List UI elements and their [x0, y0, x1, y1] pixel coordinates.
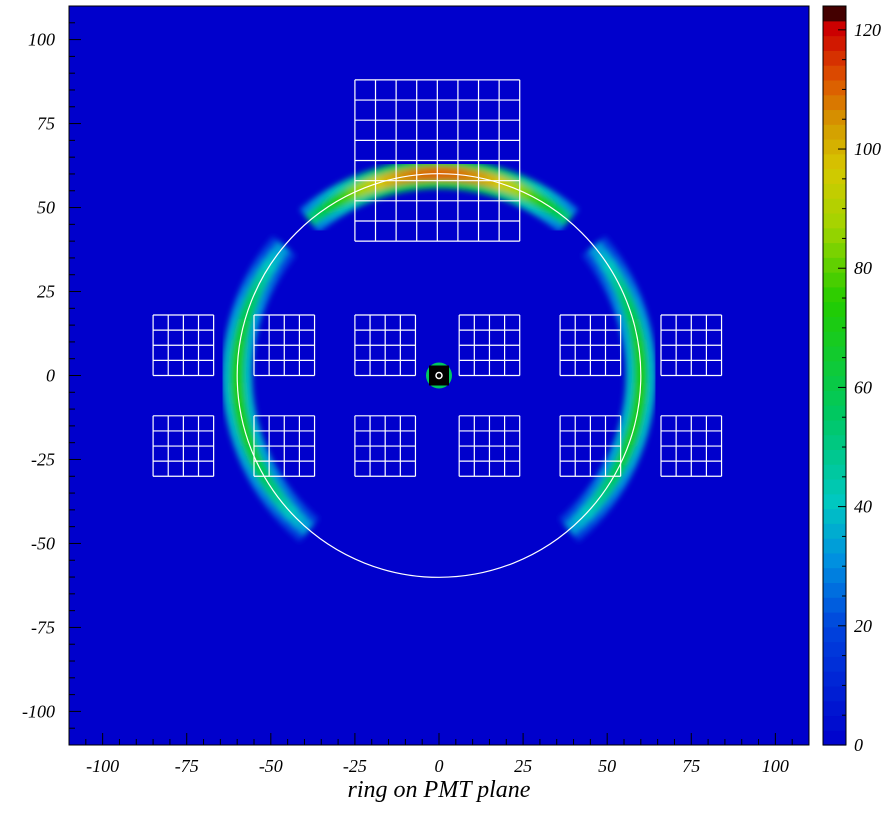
- pmt-grid-3: [354, 314, 417, 377]
- x-tick-label: 50: [598, 756, 616, 776]
- colorbar-bin: [823, 212, 846, 229]
- colorbar-bin: [823, 626, 846, 643]
- colorbar-bin: [823, 345, 846, 362]
- pmt-grid-8: [253, 415, 316, 477]
- pmt-grid-5: [559, 314, 622, 377]
- pmt-grid-9: [354, 415, 417, 477]
- colorbar-bin: [823, 730, 846, 746]
- colorbar-bin: [823, 671, 846, 687]
- x-tick-label: -75: [175, 756, 199, 776]
- colorbar-bin: [823, 390, 846, 406]
- axes: -100 -75 -50 -25 0 25 50 75 100 -100 -75 -50 -25 0 25 5…: [22, 5, 810, 776]
- y-tick-label: -25: [31, 449, 55, 469]
- colorbar-bin: [823, 567, 846, 584]
- colorbar-bin: [823, 316, 846, 332]
- colorbar-tick-label: 60: [854, 377, 872, 397]
- colorbar-bin: [823, 700, 846, 717]
- x-tick-label: 100: [762, 756, 789, 776]
- colorbar-bin: [823, 79, 846, 96]
- y-tick-label: 25: [37, 282, 55, 302]
- colorbar-bin: [823, 656, 846, 672]
- y-tick-label: 0: [46, 366, 55, 386]
- colorbar-bin: [823, 552, 846, 569]
- colorbar-bin: [823, 94, 846, 111]
- x-tick-label: -50: [259, 756, 283, 776]
- pmt-grid-4: [458, 314, 521, 377]
- colorbar-bin: [823, 257, 846, 273]
- pmt-grid-12: [660, 415, 723, 477]
- colorbar-bin: [823, 508, 846, 524]
- x-tick-label: -100: [86, 756, 119, 776]
- y-tick-label: 75: [37, 114, 55, 134]
- colorbar-tick-label: 20: [854, 616, 872, 636]
- x-tick-label: 0: [435, 756, 444, 776]
- central-spot: [429, 365, 449, 386]
- pmt-overlay-layer: [152, 79, 723, 578]
- colorbar-tick-label: 100: [854, 139, 881, 159]
- colorbar-bin: [823, 434, 846, 450]
- colorbar-bin: [823, 272, 846, 288]
- colorbar-bin: [823, 715, 846, 731]
- colorbar-bin: [823, 35, 846, 51]
- pmt-grid-2: [253, 314, 316, 377]
- colorbar-bin: [823, 286, 846, 303]
- x-tick-label: 75: [682, 756, 700, 776]
- colorbar: 0 20 40 60 80 100 120: [822, 5, 881, 755]
- pmt-grid-1: [152, 314, 215, 377]
- colorbar-tick-label: 80: [854, 258, 872, 278]
- pmt-grid-11: [559, 415, 622, 477]
- fit-circle: [236, 173, 642, 578]
- colorbar-bin: [823, 641, 846, 657]
- colorbar-bin: [823, 6, 846, 22]
- colorbar-bin: [823, 301, 846, 317]
- pmt-grid-10: [458, 415, 521, 477]
- colorbar-bin: [823, 523, 846, 539]
- colorbar-bin: [823, 449, 846, 465]
- x-axis-title: ring on PMT plane: [348, 777, 531, 803]
- colorbar-bin: [823, 65, 846, 81]
- pmt-grid-7: [152, 415, 215, 477]
- colorbar-bin: [823, 464, 846, 480]
- colorbar-bin: [823, 375, 846, 391]
- colorbar-bin: [823, 124, 846, 140]
- colorbar-bin: [823, 419, 846, 436]
- pmt-grid-6: [660, 314, 723, 377]
- x-tick-label: 25: [514, 756, 532, 776]
- colorbar-bin: [823, 153, 846, 170]
- pmt-grid-13: [354, 79, 521, 242]
- colorbar-bin: [823, 331, 846, 347]
- y-tick-label: 50: [37, 198, 55, 218]
- colorbar-bin: [823, 198, 846, 214]
- colorbar-bin: [823, 183, 846, 199]
- y-tick-label: -50: [31, 533, 55, 553]
- colorbar-tick-label: 0: [854, 735, 863, 755]
- colorbar-bin: [823, 582, 846, 598]
- x-tick-label: -25: [343, 756, 367, 776]
- colorbar-bin: [823, 685, 846, 702]
- colorbar-bin: [823, 478, 846, 495]
- y-tick-label: -100: [22, 701, 55, 721]
- y-tick-label: 100: [28, 30, 55, 50]
- colorbar-bin: [823, 227, 846, 244]
- fit-circle-center: [435, 371, 443, 380]
- colorbar-bin: [823, 405, 846, 421]
- colorbar-frame: [822, 5, 847, 746]
- colorbar-bin: [823, 50, 846, 66]
- colorbar-bin: [823, 242, 846, 258]
- colorbar-bin: [823, 360, 846, 377]
- colorbar-bin: [823, 139, 846, 155]
- colorbar-tick-label: 40: [854, 497, 872, 517]
- colorbar-bin: [823, 611, 846, 628]
- colorbar-tick-label: 120: [854, 20, 881, 40]
- colorbar-bin: [823, 493, 846, 510]
- colorbar-bin: [823, 538, 846, 554]
- y-tick-label: -75: [31, 617, 55, 637]
- colorbar-bin: [823, 20, 846, 37]
- colorbar-bin: [823, 168, 846, 184]
- colorbar-bin: [823, 109, 846, 125]
- colorbar-bin: [823, 597, 846, 613]
